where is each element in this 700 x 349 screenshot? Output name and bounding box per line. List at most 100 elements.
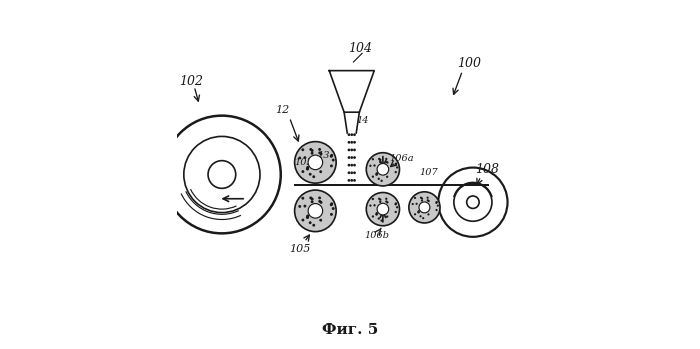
Circle shape [394,163,397,166]
Circle shape [375,173,377,176]
Circle shape [427,213,430,215]
Circle shape [379,199,382,201]
Circle shape [385,200,388,203]
Text: 102: 102 [178,75,203,88]
Circle shape [302,170,304,173]
Circle shape [376,213,378,215]
Circle shape [348,156,350,159]
Circle shape [307,166,309,169]
Circle shape [309,221,312,224]
Circle shape [308,203,323,218]
Circle shape [306,168,309,170]
Circle shape [437,205,439,207]
Circle shape [414,213,416,215]
Circle shape [348,141,350,144]
Circle shape [366,193,400,226]
Circle shape [376,173,378,176]
Circle shape [332,158,335,162]
Circle shape [353,164,356,166]
Circle shape [309,148,312,151]
Circle shape [385,161,388,163]
Circle shape [394,203,397,206]
Circle shape [369,205,372,207]
Text: 108: 108 [475,163,499,176]
Circle shape [295,190,336,232]
Circle shape [426,199,429,201]
Circle shape [350,164,353,166]
Circle shape [419,215,421,217]
Circle shape [350,149,353,151]
Circle shape [307,214,309,217]
Circle shape [377,203,388,215]
Circle shape [420,196,422,199]
Circle shape [309,173,312,176]
Circle shape [319,170,322,173]
Circle shape [318,151,321,154]
Circle shape [435,201,438,203]
Circle shape [421,200,423,202]
Circle shape [386,176,389,178]
Circle shape [379,161,382,163]
Circle shape [350,156,353,159]
Circle shape [373,204,376,207]
Circle shape [386,215,389,218]
Circle shape [311,198,314,201]
Text: 12: 12 [275,105,290,116]
Circle shape [435,202,438,204]
Text: 13: 13 [318,151,330,160]
Circle shape [379,159,382,161]
Circle shape [353,179,356,182]
Circle shape [376,212,378,214]
Circle shape [308,155,323,170]
Circle shape [311,149,314,152]
Circle shape [417,211,419,213]
Text: 100: 100 [457,57,482,70]
Circle shape [309,196,312,199]
Circle shape [302,218,304,222]
Circle shape [412,203,414,205]
Circle shape [369,165,372,167]
Text: 103: 103 [294,158,313,167]
Circle shape [330,202,333,205]
Text: 107: 107 [419,168,438,177]
Circle shape [372,198,374,200]
Circle shape [386,161,389,164]
Circle shape [353,156,356,159]
Circle shape [353,171,356,174]
Circle shape [419,202,430,213]
Circle shape [350,133,353,136]
Circle shape [395,163,397,165]
Circle shape [312,224,315,227]
Circle shape [422,217,424,219]
Text: 14: 14 [356,116,368,125]
Circle shape [332,207,335,210]
Circle shape [373,164,376,167]
Circle shape [426,196,428,199]
Circle shape [379,201,382,203]
Circle shape [298,156,301,159]
Circle shape [350,179,353,182]
Circle shape [353,141,356,144]
Circle shape [418,211,420,213]
Circle shape [348,164,350,166]
Circle shape [318,148,321,151]
Circle shape [350,141,353,144]
Circle shape [380,180,383,182]
Circle shape [380,220,383,222]
Circle shape [311,200,314,203]
Circle shape [372,158,374,161]
Circle shape [306,168,309,170]
Circle shape [320,201,323,204]
Circle shape [386,201,389,203]
Text: 106b: 106b [365,231,389,240]
Circle shape [377,217,380,220]
Circle shape [330,154,333,157]
Circle shape [350,171,353,174]
Circle shape [348,133,350,136]
Circle shape [428,200,430,202]
Circle shape [304,156,307,159]
Circle shape [378,198,380,200]
Circle shape [435,209,438,211]
Circle shape [372,215,374,218]
Circle shape [385,198,387,200]
